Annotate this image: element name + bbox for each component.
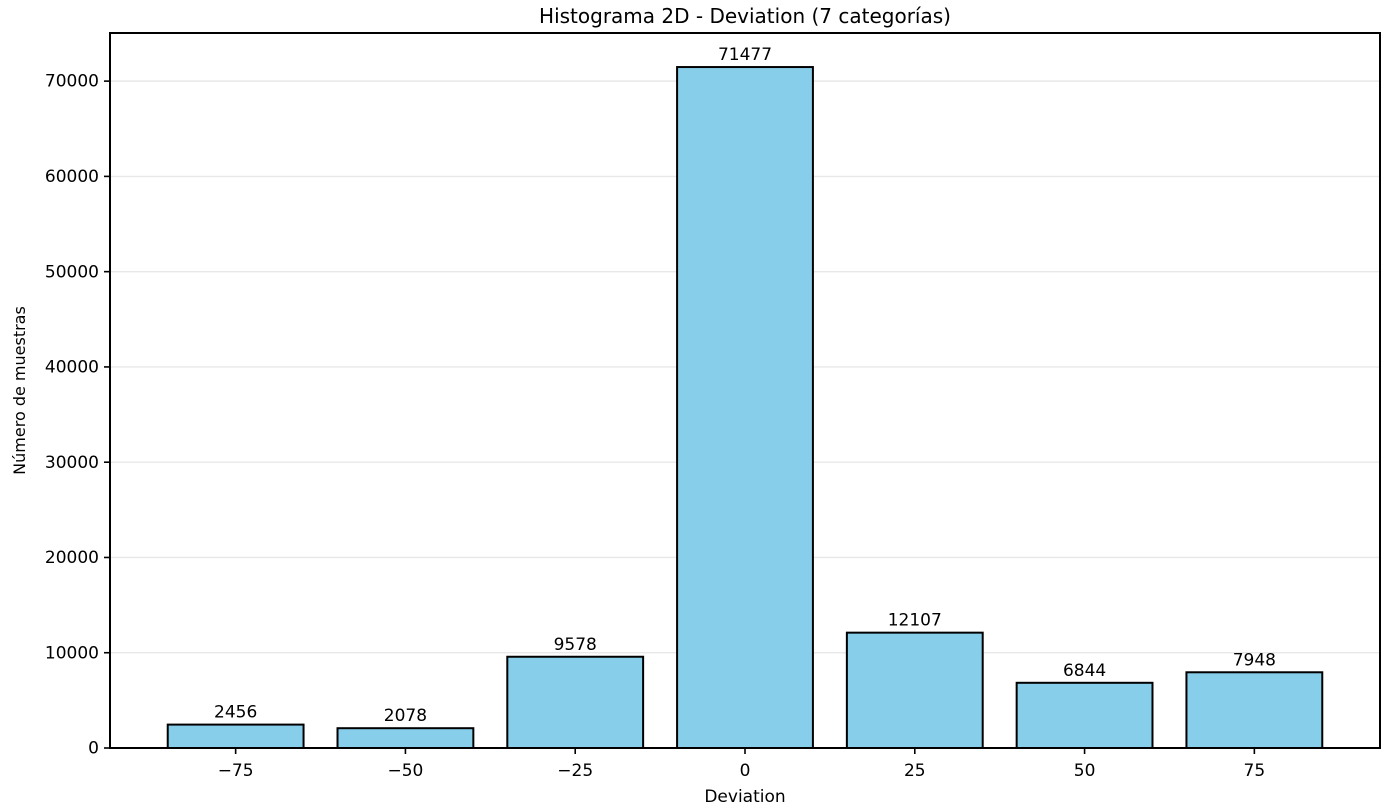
chart-title: Histograma 2D - Deviation (7 categorías) — [539, 4, 951, 28]
x-tick-label: −25 — [557, 761, 593, 781]
y-tick-label: 40000 — [45, 358, 99, 378]
y-tick-label: 70000 — [45, 72, 99, 92]
x-axis-label: Deviation — [704, 787, 785, 807]
x-tick-label: 50 — [1074, 761, 1096, 781]
y-tick-label: 20000 — [45, 548, 99, 568]
bar-50 — [1015, 681, 1154, 750]
x-tick-label: −75 — [218, 761, 254, 781]
y-tick-label: 10000 — [45, 643, 99, 663]
bar-value-label: 12107 — [888, 611, 942, 631]
bar-value-labels: 2456 2078 9578 71477 12107 6844 7948 — [214, 45, 1276, 726]
y-tick-label: 60000 — [45, 167, 99, 187]
x-tick-label: 75 — [1244, 761, 1266, 781]
x-tick-label: 25 — [904, 761, 926, 781]
bar-75 — [1185, 671, 1324, 750]
bar-value-label: 7948 — [1233, 650, 1276, 670]
bar-value-label: 6844 — [1063, 661, 1106, 681]
bar-value-label: 2078 — [384, 706, 427, 726]
bar-value-label: 71477 — [718, 45, 772, 65]
bar-−50 — [336, 727, 475, 749]
y-tick-label: 30000 — [45, 453, 99, 473]
bar-−75 — [166, 723, 305, 750]
y-tick-label: 0 — [88, 739, 99, 759]
bar-−25 — [506, 655, 645, 749]
bar-25 — [845, 631, 984, 750]
bar-value-label: 9578 — [554, 635, 597, 655]
y-tick-label: 50000 — [45, 262, 99, 282]
bar-value-label: 2456 — [214, 703, 257, 723]
x-tick-label: 0 — [740, 761, 751, 781]
bars — [166, 66, 1324, 750]
x-tick-label: −50 — [387, 761, 423, 781]
axis-ticks: 0 10000 20000 30000 40000 50000 60000 70000 −75 −… — [45, 72, 1265, 781]
y-axis-label: Número de muestras — [10, 306, 29, 475]
bar-0 — [676, 66, 814, 750]
